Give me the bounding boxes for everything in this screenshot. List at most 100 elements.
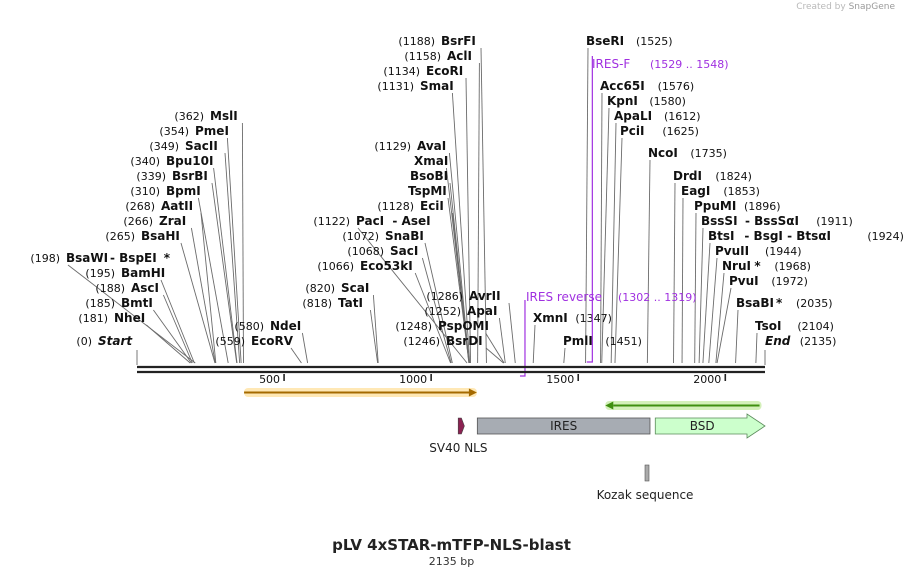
site-name-avai: AvaI — [417, 139, 446, 153]
credit-snapgene: Created by SnapGene — [796, 2, 895, 12]
site-name-bpmi: BpmI — [166, 184, 201, 198]
site-name-snabi: SnaBI — [385, 229, 424, 243]
primer-name-ires-reverse: IRES reverse — [526, 290, 602, 304]
site-name-bsobi: BsoBI — [410, 169, 448, 183]
site-line-bmti — [153, 309, 192, 364]
site-line-tsoi — [755, 332, 758, 364]
site-pos-bsssi: (1911) — [816, 215, 853, 228]
site-name-paci: PacI — [356, 214, 384, 228]
site-line-bsabi — [735, 309, 739, 364]
site-pos-nhei: (181) — [78, 312, 108, 325]
site-name-bsahi: BsaHI — [141, 229, 180, 243]
ruler-tick-label-2000: 2000 — [693, 373, 721, 386]
site-name-msli: MslI — [210, 109, 238, 123]
site-name-scai: ScaI — [341, 281, 369, 295]
site-pos-bpu10i: (340) — [130, 155, 160, 168]
site-name-ecorv: EcoRV — [251, 334, 294, 348]
feature-arrow-mtfp — [468, 388, 477, 397]
site-line-bsssi — [698, 227, 704, 364]
site-name-saci: SacI — [390, 244, 418, 258]
primer-name-ires-f: IRES-F — [592, 57, 630, 71]
site-pos-eagi: (1853) — [723, 185, 760, 198]
feature-label-sv40-nls: SV40 NLS — [429, 441, 487, 455]
site-line-scai — [372, 294, 379, 364]
site-name-sacii: SacII — [185, 139, 218, 153]
site-line-sacii — [224, 152, 241, 364]
site-pos-ncoi: (1735) — [690, 147, 727, 160]
site-name-pvui: PvuI — [729, 274, 759, 288]
credit-prefix: Created by — [796, 2, 846, 12]
site-name-drdi: DrdI — [673, 169, 702, 183]
site-name-bsabi: BsaBI — [736, 296, 774, 310]
site-line-bsrdi — [485, 347, 504, 364]
site-line-nhei — [146, 324, 191, 364]
site-pos-pvui: (1972) — [771, 275, 808, 288]
site-name-asci: AscI — [131, 281, 159, 295]
site-line-ndei — [301, 332, 309, 364]
site-line-acc65i — [600, 92, 603, 364]
feature-kozak-sequence — [644, 464, 650, 482]
site-pos-apali: (1612) — [664, 110, 701, 123]
site-line-aatii — [200, 212, 217, 364]
site-pos-sacii: (349) — [149, 140, 179, 153]
map-length: 2135 bp — [428, 555, 475, 568]
site-name-pmli: PmlI — [563, 334, 593, 348]
site-line-ppumi — [694, 212, 697, 364]
site-labels: BsaWI - BspEI * (198) BamHI (195) AscI (188)Bmt… — [30, 34, 903, 348]
map-title: pLV 4xSTAR-mTFP-NLS-blast — [332, 536, 571, 554]
site-pos-tsoi: (2104) — [797, 320, 834, 333]
site-pos-pcii: (1625) — [662, 125, 699, 138]
site-line-bsrfi — [480, 47, 487, 364]
site-line-xmni — [532, 324, 536, 364]
site-pos-drdi: (1824) — [715, 170, 752, 183]
site-name-acc65i: Acc65I — [600, 79, 645, 93]
site-name-start: Start — [98, 334, 133, 348]
site-name-bsawi: BsaWI — [66, 251, 108, 265]
site-line-smai — [451, 92, 471, 364]
site-name-ndei: NdeI — [270, 319, 301, 333]
site-name-avrii: AvrII — [469, 289, 501, 303]
site-pos-apai: (1252) — [424, 305, 461, 318]
site-line-ecii — [451, 212, 470, 364]
site-line-ecori — [465, 77, 472, 364]
feature-label-ires: IRES — [550, 419, 577, 433]
site-pos-acli: (1158) — [404, 50, 441, 63]
site-pos-bsahi: (265) — [105, 230, 135, 243]
site-pos-scai: (820) — [305, 282, 335, 295]
feature-arrow-bsd-reverse — [605, 401, 614, 410]
site-pos-bseri: (1525) — [636, 35, 673, 48]
site-name-bamhi: BamHI — [121, 266, 165, 280]
site-name-eagi: EagI — [681, 184, 710, 198]
site-line-ecorv — [290, 347, 302, 364]
site-star-nrui: * — [754, 259, 761, 273]
site-lines — [67, 47, 766, 365]
site-pos-ecori: (1134) — [383, 65, 420, 78]
site-pos-zrai: (266) — [123, 215, 153, 228]
site-pos-start: (0) — [76, 335, 92, 348]
site-line-pvuii — [708, 257, 718, 364]
site-pos-pvuii: (1944) — [765, 245, 802, 258]
site-line-saci — [421, 257, 452, 364]
site-name-ncoi: NcoI — [648, 146, 678, 160]
site-name-xmni: XmnI — [533, 311, 568, 325]
ruler-tick-label-500: 500 — [259, 373, 280, 386]
ruler-tick-label-1000: 1000 — [399, 373, 427, 386]
site-line-drdi — [673, 182, 676, 364]
site-pos-pspomi: (1248) — [395, 320, 432, 333]
site-partner-paci: - AseI — [392, 214, 430, 228]
site-name-ppumi: PpuMI — [694, 199, 736, 213]
site-pos-bpmi: (310) — [130, 185, 160, 198]
site-name-bpu10i: Bpu10I — [166, 154, 213, 168]
site-pos-bsabi: (2035) — [796, 297, 833, 310]
site-pos-snabi: (1072) — [342, 230, 379, 243]
site-name-bsrdi: BsrDI — [446, 334, 483, 348]
site-line-apai — [498, 317, 506, 364]
site-pos-paci: (1122) — [313, 215, 350, 228]
site-line-apali — [610, 122, 617, 364]
feature-bsd — [654, 413, 766, 439]
site-pos-kpni: (1580) — [649, 95, 686, 108]
site-name-tati: TatI — [338, 296, 363, 310]
site-pos-ecii: (1128) — [377, 200, 414, 213]
site-line-bpu10i — [213, 167, 238, 364]
